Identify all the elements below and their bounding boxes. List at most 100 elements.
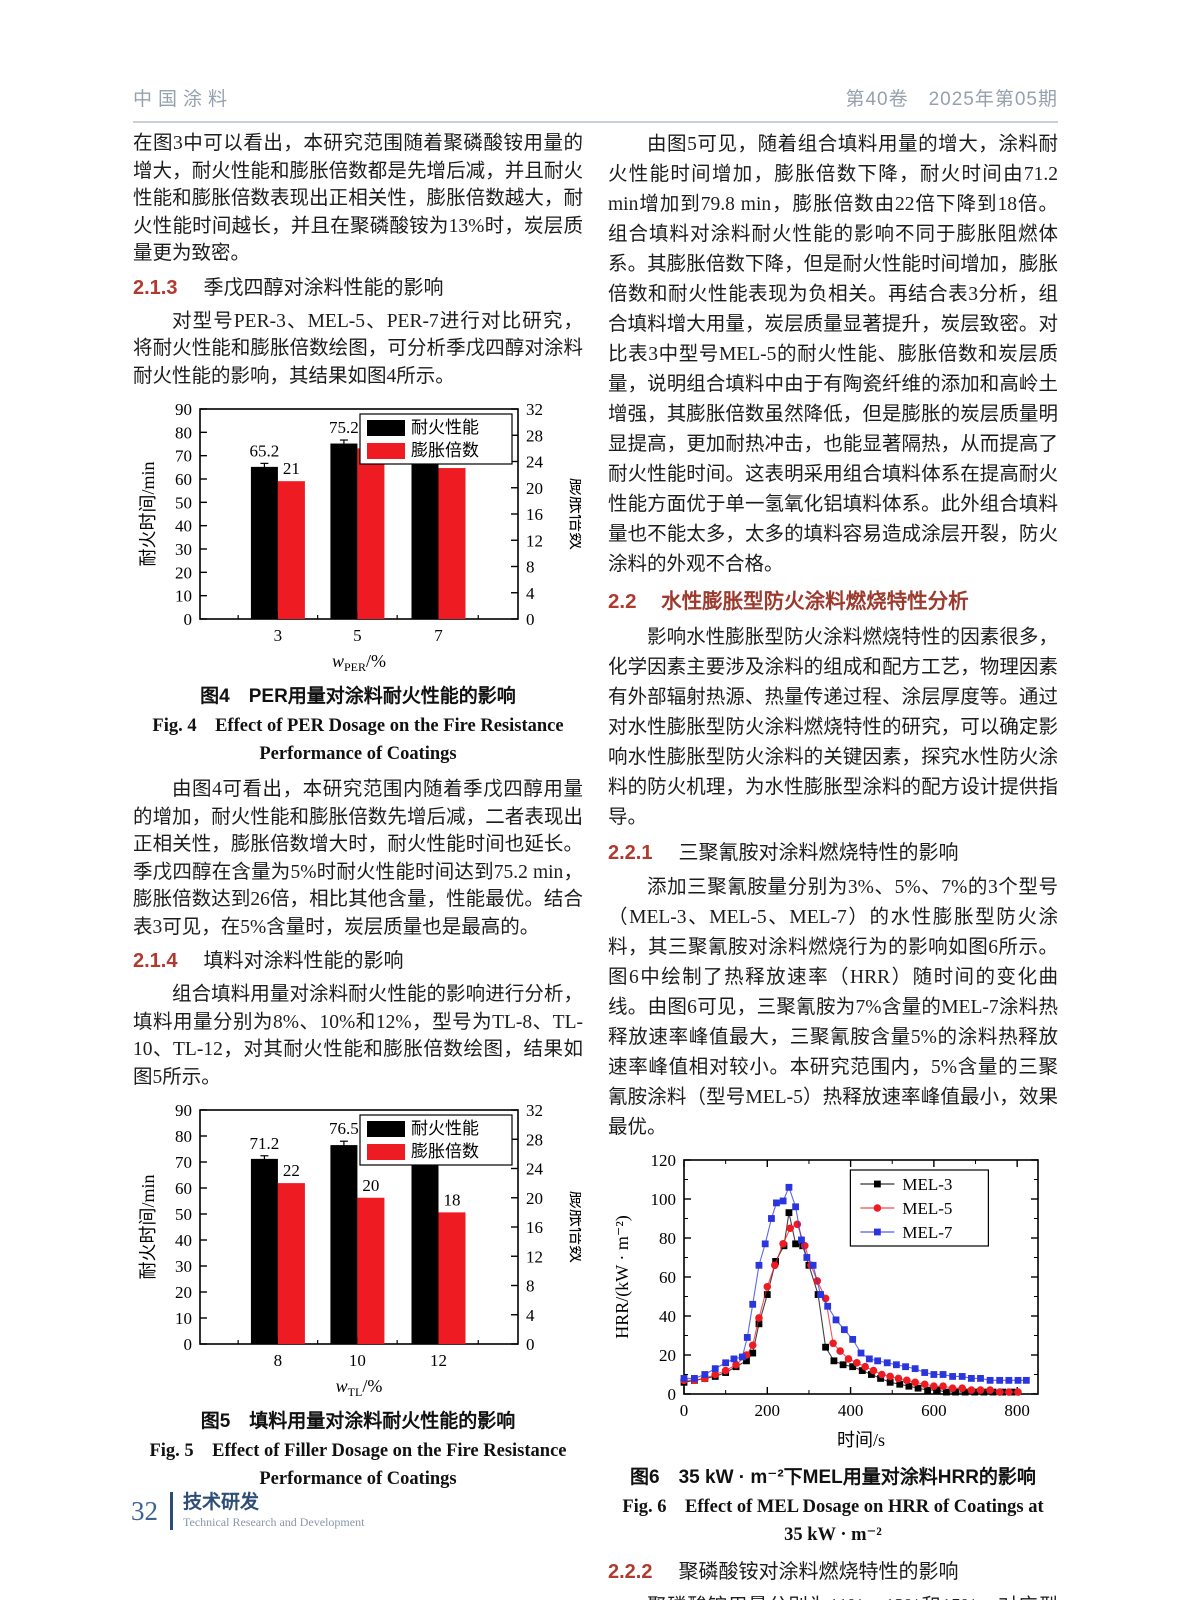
section-title: 聚磷酸铵对涂料燃烧特性的影响 [678, 1561, 959, 1583]
volume-issue: 第40卷 2025年第05期 [845, 89, 1058, 110]
section-title: 水性膨胀型防火涂料燃烧特性分析 [661, 590, 969, 613]
svg-text:21: 21 [282, 459, 299, 478]
section-number: 2.2.2 [608, 1561, 653, 1583]
section-title: 季戊四醇对涂料性能的影响 [203, 276, 444, 299]
svg-text:40: 40 [175, 1231, 192, 1250]
svg-text:0: 0 [183, 610, 192, 629]
section-title: 三聚氰胺对涂料燃烧特性的影响 [678, 842, 959, 864]
svg-text:400: 400 [838, 1401, 864, 1420]
paragraph: 影响水性膨胀型防火涂料燃烧特性的因素很多，化学因素主要涉及涂料的组成和配方工艺，… [608, 627, 1058, 828]
svg-text:耐火时间/min: 耐火时间/min [138, 1174, 158, 1279]
section-heading-2-2-1: 2.2.1 三聚氰胺对涂料燃烧特性的影响 [608, 838, 1058, 868]
svg-text:时间/s: 时间/s [837, 1430, 885, 1450]
svg-text:200: 200 [755, 1401, 781, 1420]
svg-text:20: 20 [175, 1283, 192, 1302]
svg-text:0: 0 [680, 1401, 689, 1420]
svg-text:膨胀倍数: 膨胀倍数 [567, 478, 581, 550]
svg-text:12: 12 [526, 1247, 543, 1266]
figure-6: 0 20 40 60 80 100 120 0 200 400 600 800 MEL-3 MEL-5 ME… [608, 1148, 1058, 1549]
svg-text:20: 20 [362, 1176, 379, 1195]
svg-text:10: 10 [175, 1309, 192, 1328]
svg-text:4: 4 [526, 1306, 535, 1325]
svg-text:8: 8 [273, 1351, 282, 1370]
page-footer: 32 技术研发 Technical Research and Developme… [131, 1492, 364, 1530]
figure4-bar-chart: 0 10 20 30 40 50 60 70 80 90 0 4 8 12 16 20 24 28 32 3 65.2 2… [136, 395, 587, 678]
svg-text:0: 0 [526, 1335, 535, 1354]
svg-text:80: 80 [175, 1127, 192, 1146]
svg-text:75.2: 75.2 [329, 418, 359, 437]
svg-text:600: 600 [921, 1401, 947, 1420]
svg-text:24: 24 [526, 1160, 544, 1179]
svg-text:40: 40 [659, 1307, 676, 1326]
section-number: 2.1.4 [133, 950, 178, 972]
svg-text:0: 0 [526, 610, 535, 629]
svg-text:90: 90 [175, 1101, 192, 1120]
svg-text:90: 90 [175, 400, 192, 419]
svg-text:65.2: 65.2 [249, 441, 279, 460]
svg-text:30: 30 [175, 1257, 192, 1276]
svg-text:10: 10 [175, 587, 192, 606]
figure-4: 0 10 20 30 40 50 60 70 80 90 0 4 8 12 16 20 24 28 32 3 65.2 2… [133, 395, 587, 768]
section-heading-2-1-3: 2.1.3 季戊四醇对涂料性能的影响 [133, 273, 583, 303]
svg-text:20: 20 [526, 1189, 543, 1208]
section-heading-2-2: 2.2 水性膨胀型防火涂料燃烧特性分析 [608, 586, 1058, 618]
svg-text:20: 20 [175, 563, 192, 582]
svg-text:28: 28 [526, 426, 543, 445]
page-number: 32 [131, 1495, 158, 1526]
figure5-caption-zh: 图5 填料用量对涂料耐火性能的影响 [200, 1411, 516, 1432]
footer-section-zh: 技术研发 [183, 1492, 260, 1513]
svg-text:30: 30 [175, 540, 192, 559]
figure6-line-chart: 0 20 40 60 80 100 120 0 200 400 600 800 MEL-3 MEL-5 ME… [608, 1148, 1068, 1459]
footer-section-block: 技术研发 Technical Research and Development [170, 1492, 364, 1530]
svg-text:12: 12 [526, 531, 543, 550]
svg-text:32: 32 [526, 400, 543, 419]
svg-text:MEL-7: MEL-7 [902, 1223, 953, 1242]
section-number: 2.1.3 [133, 276, 178, 299]
journal-name: 中国涂料 [133, 89, 234, 110]
svg-text:耐火性能: 耐火性能 [411, 418, 479, 437]
two-column-body: 在图3中可以看出，本研究范围随着聚磷酸铵用量的增大，耐火性能和膨胀倍数都是先增后… [133, 130, 1058, 1600]
svg-text:20: 20 [526, 479, 543, 498]
svg-text:0: 0 [668, 1385, 677, 1404]
svg-text:22: 22 [282, 1161, 299, 1180]
figure5-caption: 图5 填料用量对涂料耐火性能的影响 Fig. 5 Effect of Fille… [133, 1407, 583, 1493]
svg-text:MEL-3: MEL-3 [902, 1175, 952, 1194]
svg-text:耐火性能: 耐火性能 [411, 1119, 479, 1138]
svg-text:HRR/(kW · m⁻²): HRR/(kW · m⁻²) [612, 1215, 633, 1339]
svg-text:8: 8 [526, 1277, 535, 1296]
left-column: 在图3中可以看出，本研究范围随着聚磷酸铵用量的增大，耐火性能和膨胀倍数都是先增后… [133, 130, 587, 1600]
page-header: 中国涂料 第40卷 2025年第05期 [133, 84, 1058, 123]
svg-text:80: 80 [175, 423, 192, 442]
figure5-bar-chart: 0 10 20 30 40 50 60 70 80 90 0 4 8 12 16 20 24 28 32 8 71.2 2… [136, 1096, 587, 1403]
svg-text:膨胀倍数: 膨胀倍数 [411, 1142, 479, 1161]
svg-text:10: 10 [348, 1351, 365, 1370]
svg-text:60: 60 [659, 1268, 676, 1287]
svg-text:120: 120 [651, 1151, 677, 1170]
svg-text:18: 18 [443, 1190, 460, 1209]
paragraph: 由图4可看出，本研究范围内随着季戊四醇用量的增加，耐火性能和膨胀倍数先增后减，二… [133, 779, 583, 938]
figure6-caption-zh: 图6 35 kW · m⁻²下MEL用量对涂料HRR的影响 [630, 1467, 1036, 1488]
paragraph: 聚磷酸铵用量分别为11%、13%和15%，对应型号 [608, 1592, 1058, 1600]
svg-text:16: 16 [526, 1218, 543, 1237]
svg-text:4: 4 [526, 584, 535, 603]
svg-text:5: 5 [353, 626, 362, 645]
figure5-caption-en1: Fig. 5 Effect of Filler Dosage on the Fi… [149, 1441, 567, 1461]
paragraph: 在图3中可以看出，本研究范围随着聚磷酸铵用量的增大，耐火性能和膨胀倍数都是先增后… [133, 133, 583, 264]
section-title: 填料对涂料性能的影响 [203, 950, 404, 972]
figure6-caption: 图6 35 kW · m⁻²下MEL用量对涂料HRR的影响 Fig. 6 Eff… [608, 1463, 1058, 1549]
figure4-caption-en1: Fig. 4 Effect of PER Dosage on the Fire … [152, 716, 564, 736]
figure4-caption-en2: Performance of Coatings [259, 744, 457, 764]
figure6-caption-en1: Fig. 6 Effect of MEL Dosage on HRR of Co… [622, 1497, 1044, 1517]
svg-text:wTL/%: wTL/% [335, 1376, 382, 1398]
svg-text:70: 70 [175, 447, 192, 466]
svg-text:8: 8 [526, 558, 535, 577]
svg-text:MEL-5: MEL-5 [902, 1199, 952, 1218]
svg-text:50: 50 [175, 1205, 192, 1224]
svg-text:7: 7 [434, 626, 443, 645]
svg-text:膨胀倍数: 膨胀倍数 [567, 1191, 581, 1263]
svg-text:60: 60 [175, 470, 192, 489]
footer-section-en: Technical Research and Development [183, 1515, 365, 1529]
svg-text:3: 3 [273, 626, 282, 645]
svg-text:50: 50 [175, 493, 192, 512]
